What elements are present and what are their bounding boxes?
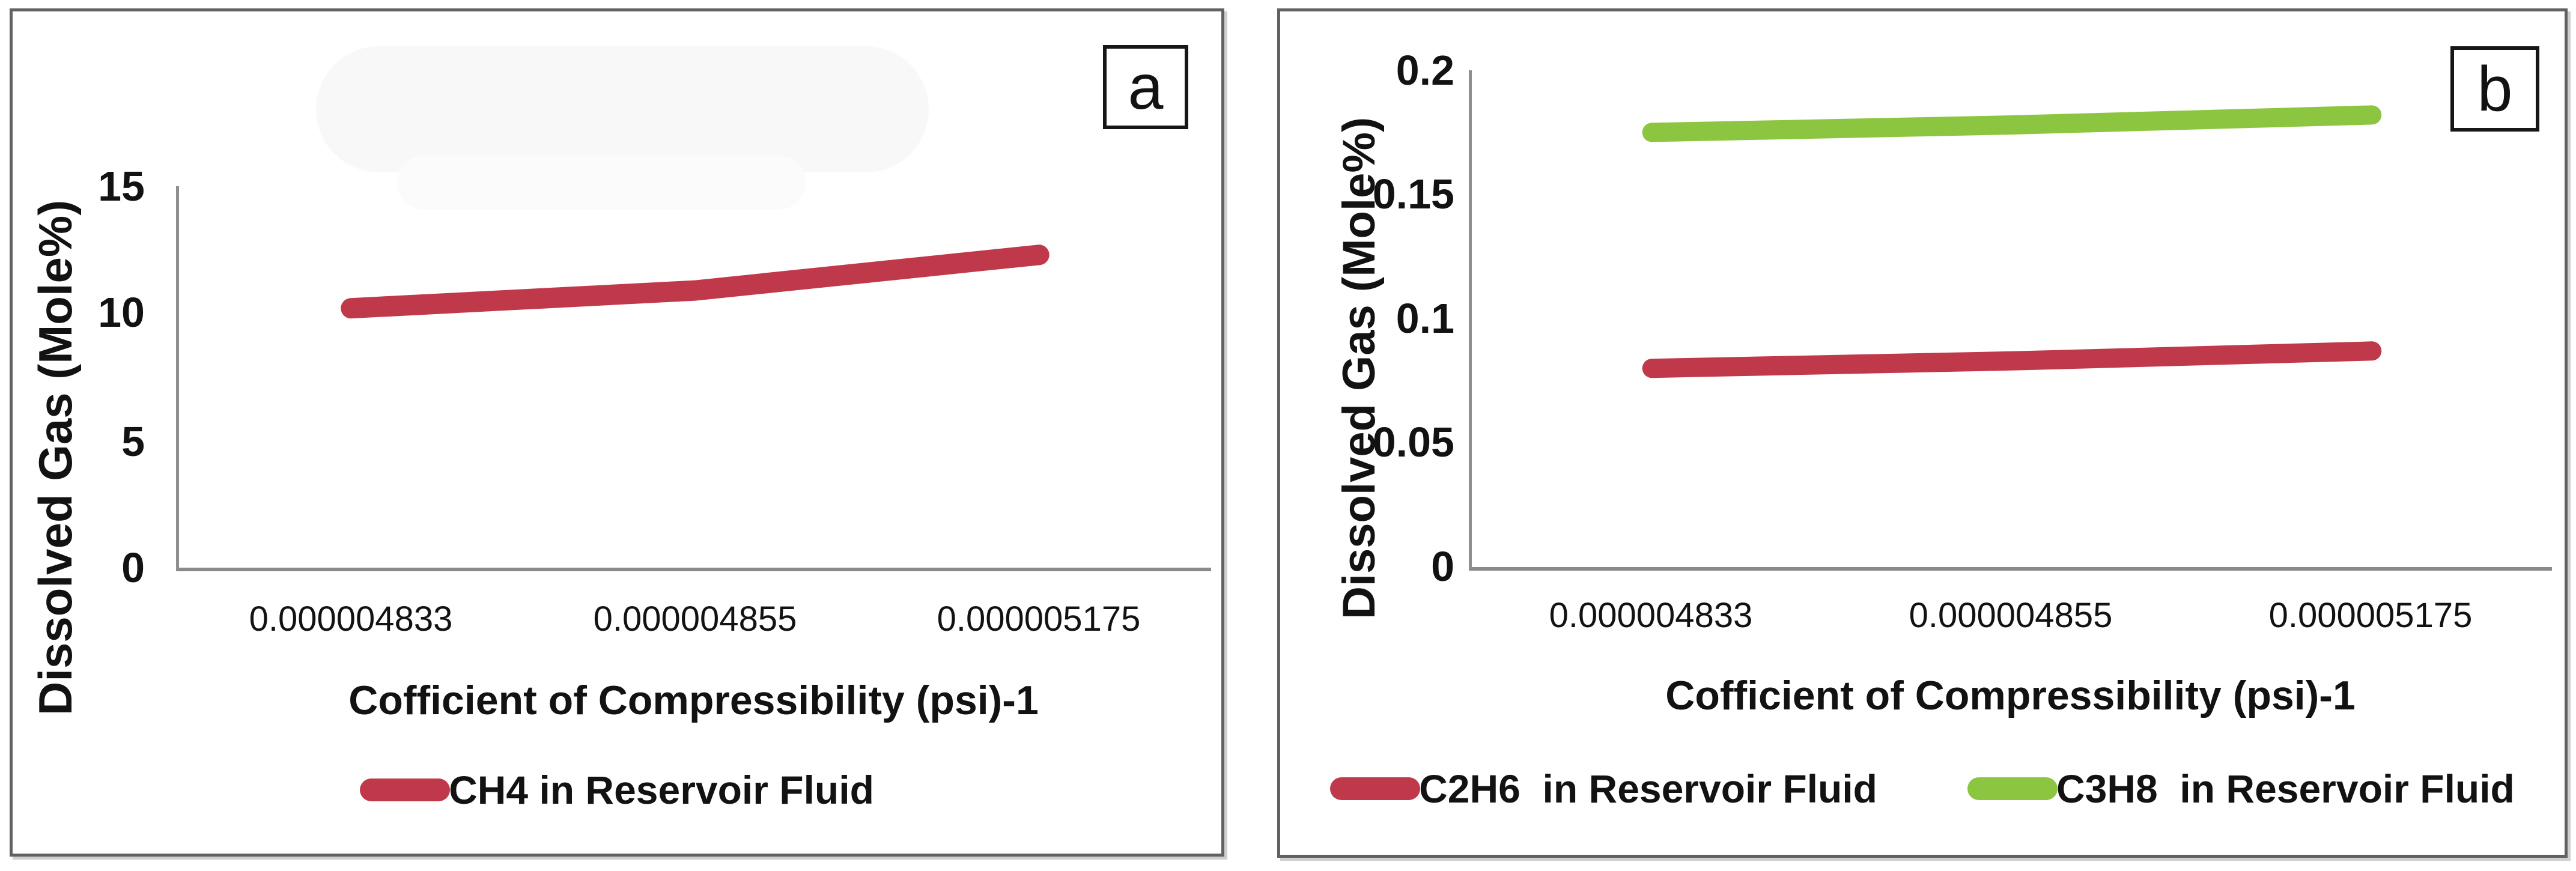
legend-line-swatch-red xyxy=(360,778,451,801)
legend-line-swatch-red xyxy=(1330,777,1421,800)
plot-area-a xyxy=(176,186,1211,571)
legend-line-swatch-green xyxy=(1967,777,2058,800)
legend-item: C2H6 in Reservoir Fluid xyxy=(1330,766,1877,812)
panel-tag-letter: a xyxy=(1128,52,1164,123)
y-tick-label: 0.15 xyxy=(1372,171,1454,217)
legend-item: CH4 in Reservoir Fluid xyxy=(360,767,874,813)
legend-label: C3H8 in Reservoir Fluid xyxy=(2056,766,2515,811)
x-tick-label: 0.000004833 xyxy=(1549,596,1753,635)
chart-panel-a: a Dissolved Gas (Mole%) 15 10 5 0 0.0000… xyxy=(10,8,1224,857)
legend-item: C3H8 in Reservoir Fluid xyxy=(1967,766,2515,812)
chart-canvas-b xyxy=(1642,105,2382,378)
legend-a: CH4 in Reservoir Fluid xyxy=(13,767,1221,813)
x-tick-label: 0.000005175 xyxy=(2268,596,2473,635)
legend-label: C2H6 in Reservoir Fluid xyxy=(1419,766,1877,811)
y-tick-label: 15 xyxy=(98,163,145,210)
y-tick-label: 0.05 xyxy=(1372,419,1454,466)
chart-canvas-a xyxy=(341,244,1050,319)
erased-title-smudge xyxy=(316,46,929,172)
legend-label: CH4 in Reservoir Fluid xyxy=(449,768,874,812)
x-tick-label: 0.000004855 xyxy=(593,599,797,639)
chart-panel-b: b Dissolved Gas (Mole%) 0.2 0.15 0.1 0.0… xyxy=(1277,8,2568,858)
x-tick-label: 0.000004833 xyxy=(249,599,453,639)
y-tick-label: 0.1 xyxy=(1396,295,1454,342)
plot-area-b xyxy=(1469,70,2552,571)
x-axis-title: Cofficient of Compressibility (psi)-1 xyxy=(348,678,1039,723)
panel-tag-letter: b xyxy=(2477,53,2513,124)
y-tick-label: 10 xyxy=(98,289,145,336)
panel-tag-box-b: b xyxy=(2450,46,2539,132)
x-tick-label: 0.000004855 xyxy=(1909,596,2113,635)
y-tick-label: 0 xyxy=(121,544,145,591)
x-axis-title: Cofficient of Compressibility (psi)-1 xyxy=(1665,673,2356,718)
x-tick-label: 0.000005175 xyxy=(937,599,1141,639)
panel-tag-box-a: a xyxy=(1103,45,1188,129)
y-tick-label: 0 xyxy=(1431,543,1454,590)
erased-title-smudge xyxy=(397,156,806,210)
legend-b: C2H6 in Reservoir Fluid C3H8 in Reservoi… xyxy=(1280,766,2565,812)
y-tick-label: 5 xyxy=(121,418,145,465)
y-tick-label: 0.2 xyxy=(1396,47,1454,94)
